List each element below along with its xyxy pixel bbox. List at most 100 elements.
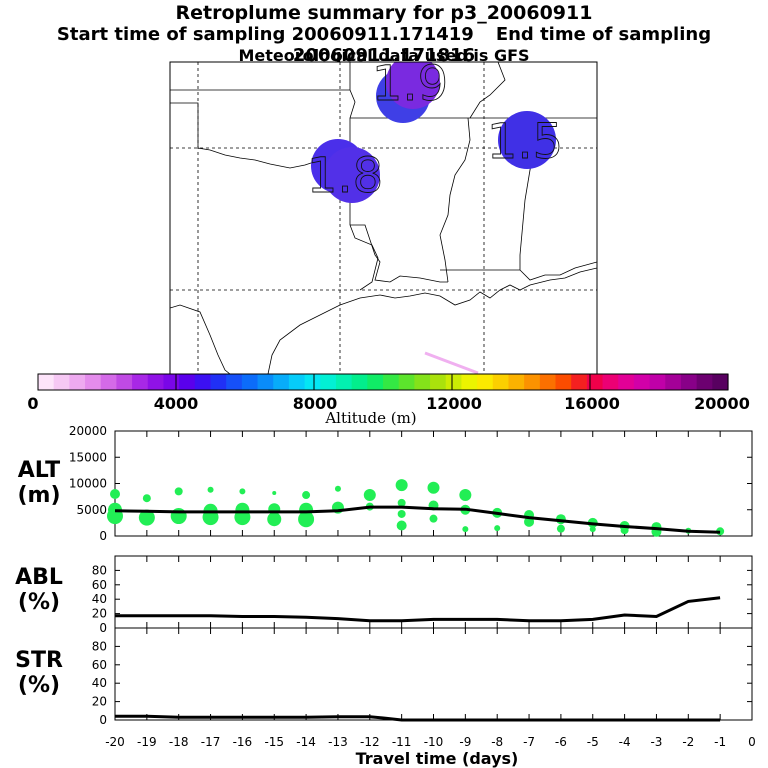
str-ylabel-line2: (%): [18, 673, 60, 698]
y-tick-label: 15000: [69, 450, 107, 464]
colorbar-swatch: [257, 374, 274, 390]
y-tick-label: 80: [92, 563, 107, 577]
colorbar-swatch: [649, 374, 666, 390]
start-time-label: Start time of sampling 20060911.171419: [56, 24, 474, 45]
x-tick-label: -2: [682, 735, 694, 749]
colorbar-swatch: [398, 374, 415, 390]
colorbar-tick-8000: 8000: [293, 394, 338, 413]
colorbar-swatch: [696, 374, 713, 390]
x-tick-label: -5: [587, 735, 599, 749]
x-tick-label: -18: [169, 735, 189, 749]
colorbar-swatch: [680, 374, 698, 390]
colorbar-swatch: [38, 374, 55, 390]
scatter-point: [298, 511, 315, 528]
y-tick-label: 20000: [69, 424, 107, 438]
y-tick-label: 0: [99, 713, 107, 727]
x-tick-label: -12: [360, 735, 380, 749]
colorbar-swatch: [539, 374, 557, 390]
colorbar-swatch: [85, 374, 102, 390]
x-tick-label: -17: [201, 735, 221, 749]
colorbar-swatch: [179, 374, 196, 390]
colorbar-swatch: [351, 374, 368, 390]
scatter-point: [334, 485, 341, 492]
scatter-point: [556, 524, 565, 533]
scatter-point: [397, 498, 406, 507]
y-tick-label: 60: [92, 658, 107, 672]
plume-circle: [324, 147, 380, 203]
map-label-3: 1.8: [307, 148, 383, 204]
colorbar-tick-16000: 16000: [564, 394, 620, 413]
colorbar-frame: [37, 373, 729, 391]
scatter-point: [462, 526, 469, 533]
scatter-point: [395, 479, 408, 492]
colorbar-swatch: [194, 374, 212, 390]
x-tick-label: -10: [424, 735, 444, 749]
scatter-point: [272, 490, 277, 495]
str-panel-frame: [114, 627, 753, 721]
colorbar-swatch: [304, 374, 321, 390]
colorbar-swatch: [383, 374, 400, 390]
scatter-point: [459, 489, 472, 502]
str-series-line: [115, 714, 721, 722]
colorbar-swatch: [461, 374, 478, 390]
scatter-point: [494, 525, 501, 532]
x-tick-label: -1: [714, 735, 726, 749]
state-boundary-al-fl: [519, 261, 597, 281]
scatter-point: [620, 526, 629, 535]
colorbar-swatch: [288, 374, 306, 390]
x-tick-label: -8: [491, 735, 503, 749]
colorbar-swatch: [633, 374, 651, 390]
colorbar-swatch: [320, 374, 337, 390]
colorbar-swatch: [414, 374, 431, 390]
state-boundary-ar-north: [350, 62, 506, 119]
scatter-point: [239, 488, 246, 495]
x-tick-label: 0: [748, 735, 756, 749]
y-tick-label: 80: [92, 639, 107, 653]
colorbar-swatch: [335, 374, 353, 390]
scatter-point: [363, 489, 376, 502]
sampling-times: Start time of sampling 20060911.171419 En…: [0, 24, 768, 66]
x-tick-label: -13: [328, 735, 348, 749]
state-boundary-tx-la: [349, 224, 379, 291]
map: 1.9 1.5 1.8: [169, 56, 598, 375]
x-tick-label: -7: [523, 735, 535, 749]
y-tick-label: 20: [92, 607, 107, 621]
scatter-point: [429, 514, 438, 523]
scatter-point: [110, 489, 120, 499]
y-tick-label: 40: [92, 676, 107, 690]
map-label-1: 1.9: [372, 56, 448, 112]
scatter-point: [207, 486, 214, 493]
scatter-point: [138, 509, 155, 526]
abl-series-line: [115, 596, 721, 623]
end-time-label: End time of sampling 20060911.171816: [292, 24, 712, 66]
y-tick-label: 60: [92, 578, 107, 592]
state-boundary-la-north: [350, 224, 448, 283]
scatter-point: [396, 520, 407, 531]
plume-circle: [498, 111, 556, 169]
met-data-label: Meteorological data used is GFS: [238, 46, 530, 65]
alt-ylabel-line1: ALT: [18, 458, 60, 483]
scatter-point: [589, 526, 596, 533]
colorbar-swatch: [241, 374, 259, 390]
y-tick-label: 40: [92, 592, 107, 606]
x-tick-label: -11: [392, 735, 412, 749]
x-tick-label: -20: [105, 735, 125, 749]
colorbar-title: Altitude (m): [324, 409, 416, 427]
plume-trace: [424, 351, 479, 374]
colorbar-swatch: [147, 374, 165, 390]
colorbar-swatch: [273, 374, 290, 390]
colorbar-swatch: [508, 374, 525, 390]
x-tick-label: -3: [650, 735, 662, 749]
scatter-point: [397, 509, 406, 518]
x-tick-label: -19: [137, 735, 157, 749]
colorbar-tick-0: 0: [27, 394, 38, 413]
y-tick-label: 0: [99, 529, 107, 543]
abl-ylabel-line2: (%): [18, 590, 60, 615]
alt-ylabel-line2: (m): [17, 483, 60, 508]
alt-series-line: [114, 505, 721, 534]
colorbar-swatch: [602, 374, 619, 390]
scatter-point: [142, 494, 151, 503]
mississippi-river: [439, 117, 471, 283]
